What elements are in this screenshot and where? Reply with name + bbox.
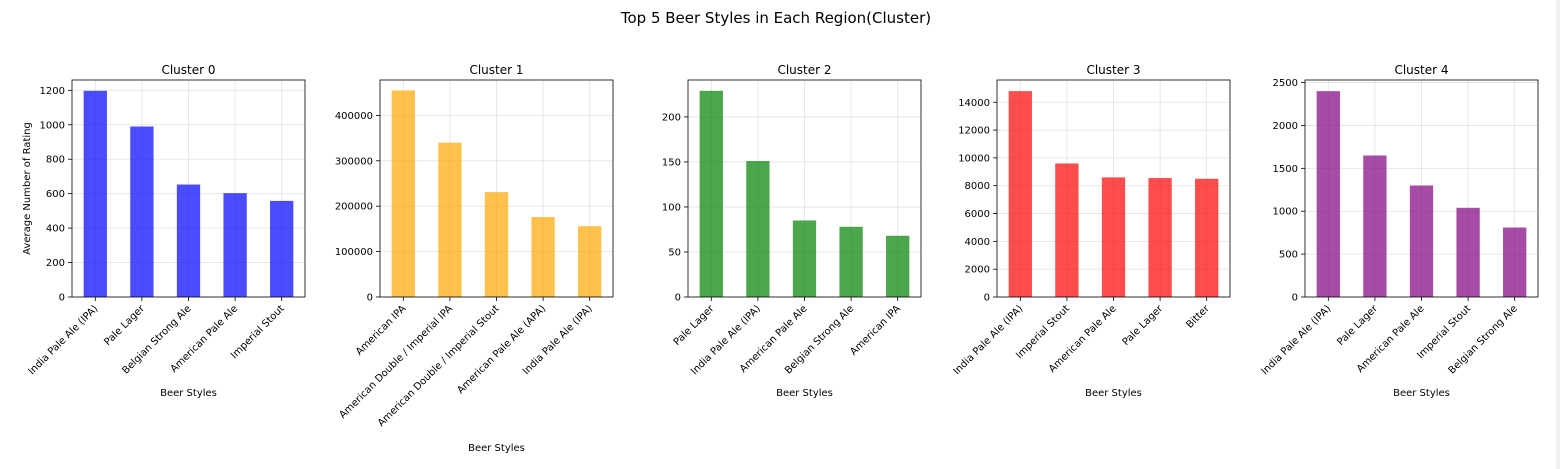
bar xyxy=(438,142,462,297)
bar xyxy=(578,226,602,297)
bar xyxy=(484,192,509,297)
subplot-title: Cluster 4 xyxy=(1394,63,1448,77)
y-tick-label: 400000 xyxy=(335,111,373,122)
subplot-cluster-0: 0 200 400 600 800 1000 1200 India Pale Ale (IPA… xyxy=(22,63,306,399)
bar xyxy=(531,217,555,297)
y-tick-label: 50 xyxy=(668,247,681,258)
x-axis-label: Beer Styles xyxy=(160,388,217,399)
y-tick-label: 6000 xyxy=(965,209,990,220)
x-axis-label: Beer Styles xyxy=(468,443,525,454)
y-tick-label: 2000 xyxy=(1273,121,1298,132)
y-tick-label: 150 xyxy=(662,157,681,168)
x-tick-label: Pale Lager xyxy=(1335,303,1380,348)
y-tick-label: 0 xyxy=(367,293,373,304)
bar xyxy=(83,90,107,297)
bar xyxy=(699,90,723,297)
subplot-title: Cluster 0 xyxy=(161,63,215,77)
y-tick-label: 4000 xyxy=(965,237,990,248)
y-tick-label: 400 xyxy=(46,224,65,235)
y-tick-label: 0 xyxy=(675,293,681,304)
y-tick-label: 1500 xyxy=(1273,164,1298,175)
y-tick-label: 100000 xyxy=(335,247,373,258)
x-tick-label: American IPA xyxy=(848,303,903,358)
bar xyxy=(1363,155,1387,297)
y-axis-label: Average Number of Rating xyxy=(22,122,33,255)
y-tick-label: 200000 xyxy=(335,202,373,213)
y-tick-label: 2500 xyxy=(1273,78,1298,89)
figure-title: Top 5 Beer Styles in Each Region(Cluster… xyxy=(620,9,931,27)
bar xyxy=(1456,207,1480,297)
bar xyxy=(886,235,910,297)
y-tick-label: 100 xyxy=(662,202,681,213)
x-axis-label: Beer Styles xyxy=(776,388,833,399)
bar xyxy=(746,161,770,297)
y-tick-label: 1200 xyxy=(40,86,65,97)
y-tick-label: 14000 xyxy=(958,98,990,109)
y-tick-label: 1000 xyxy=(1273,207,1298,218)
subplot-title: Cluster 3 xyxy=(1086,63,1140,77)
y-tick-label: 12000 xyxy=(958,126,990,137)
bar xyxy=(176,184,201,297)
bar xyxy=(130,126,154,297)
y-tick-label: 0 xyxy=(984,293,990,304)
bar xyxy=(1101,177,1126,297)
y-tick-label: 0 xyxy=(1292,293,1298,304)
x-tick-label: India Pale Ale (IPA) xyxy=(952,303,1026,377)
bar xyxy=(270,200,294,297)
bar xyxy=(792,220,817,297)
bar xyxy=(1195,178,1219,297)
y-tick-label: 10000 xyxy=(958,153,990,164)
subplot-title: Cluster 2 xyxy=(777,63,831,77)
x-tick-label: Pale Lager xyxy=(672,303,717,348)
bar xyxy=(1316,91,1340,297)
x-tick-label: American Pale Ale (APA) xyxy=(455,303,548,396)
bar xyxy=(1008,91,1032,297)
bar xyxy=(1055,163,1079,297)
window-edge xyxy=(1556,0,1560,469)
y-tick-label: 8000 xyxy=(965,181,990,192)
bar xyxy=(391,90,415,297)
y-tick-label: 600 xyxy=(46,189,65,200)
x-tick-label: India Pale Ale (IPA) xyxy=(27,303,101,377)
x-tick-label: India Pale Ale (IPA) xyxy=(1260,303,1334,377)
y-tick-label: 800 xyxy=(46,155,65,166)
y-tick-label: 500 xyxy=(1279,250,1298,261)
bar xyxy=(839,226,863,297)
y-tick-label: 0 xyxy=(59,293,65,304)
y-tick-label: 200 xyxy=(46,258,65,269)
x-axis-label: Beer Styles xyxy=(1085,388,1142,399)
x-tick-label: Bitter xyxy=(1184,303,1212,331)
x-axis-label: Beer Styles xyxy=(1393,388,1450,399)
subplot-cluster-4: 0 500 1000 1500 2000 2500 India Pale Ale (IPA)… xyxy=(1260,63,1539,399)
x-tick-label: Pale Lager xyxy=(1121,303,1166,348)
bar xyxy=(223,193,247,297)
y-tick-label: 200 xyxy=(662,112,681,123)
x-tick-label: Pale Lager xyxy=(102,303,147,348)
y-tick-label: 300000 xyxy=(335,156,373,167)
bar xyxy=(1503,227,1527,297)
subplot-cluster-3: 0 2000 4000 6000 8000 10000 12000 14000 India Pa… xyxy=(952,63,1231,399)
y-tick-label: 1000 xyxy=(40,120,65,131)
bar xyxy=(1409,185,1434,297)
bar xyxy=(1148,178,1172,297)
subplot-title: Cluster 1 xyxy=(469,63,523,77)
y-tick-label: 2000 xyxy=(965,265,990,276)
